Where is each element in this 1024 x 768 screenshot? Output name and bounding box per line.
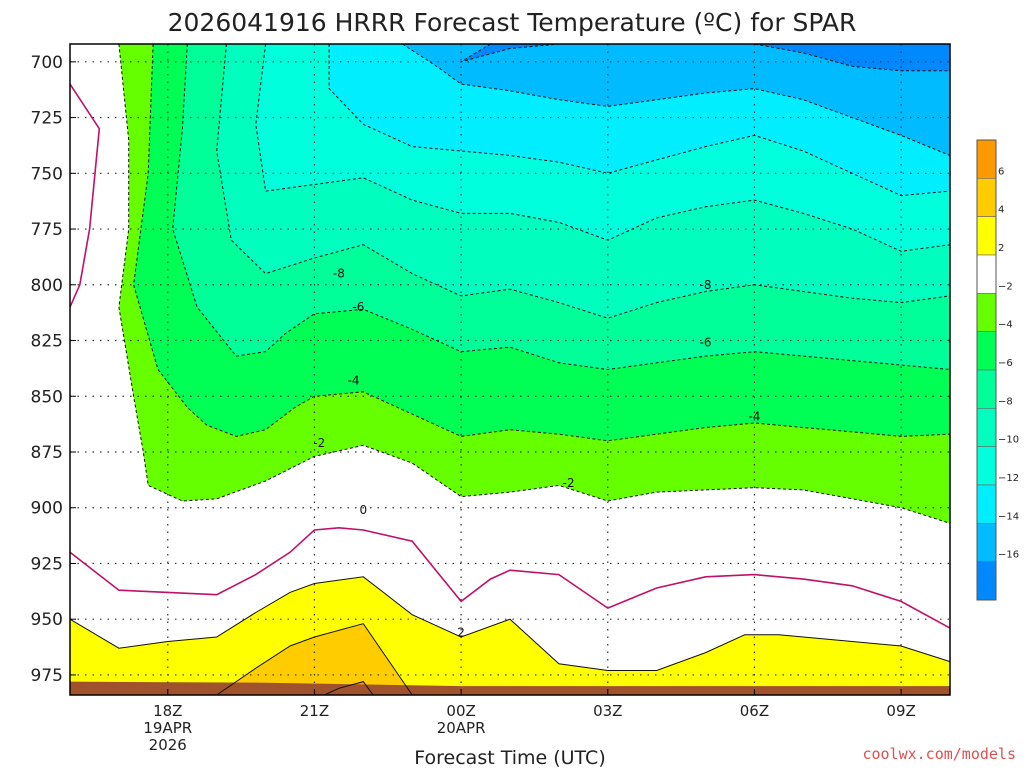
colorbar: 6 4 2 −2 −4 −6 −8 −10 −12 −14 −16 bbox=[976, 139, 1019, 601]
credit-text: coolwx.com/models bbox=[862, 745, 1016, 763]
x-tick-label: 06Z bbox=[740, 702, 769, 720]
colorbar-swatch bbox=[976, 561, 997, 601]
y-tick-label: 700 bbox=[31, 53, 63, 73]
contour-label: 2 bbox=[457, 626, 465, 640]
y-tick-label: 800 bbox=[31, 276, 63, 296]
contour-line bbox=[328, 44, 951, 197]
contour-label: -2 bbox=[313, 436, 325, 450]
colorbar-label: 4 bbox=[998, 205, 1004, 216]
y-tick-label: 900 bbox=[31, 499, 63, 519]
contour-line bbox=[69, 526, 951, 629]
contour-label: -6 bbox=[700, 336, 712, 350]
colorbar-swatch bbox=[976, 446, 997, 486]
contour-line bbox=[69, 83, 101, 308]
colorbar-label: 2 bbox=[998, 243, 1004, 254]
contour-label: -2 bbox=[563, 476, 575, 490]
colorbar-swatch bbox=[976, 331, 997, 371]
colorbar-swatch bbox=[976, 484, 997, 524]
colorbar-label: −16 bbox=[998, 550, 1019, 561]
y-tick-label: 875 bbox=[31, 443, 63, 463]
colorbar-label: −10 bbox=[998, 435, 1019, 446]
colorbar-label: −8 bbox=[998, 396, 1013, 407]
colorbar-swatch bbox=[976, 178, 997, 217]
colorbar-label: −14 bbox=[998, 511, 1019, 522]
band-fill-14 bbox=[402, 44, 950, 156]
plot-frame bbox=[69, 43, 951, 696]
contour-labels-layer: -6 -4 -2 0 2 -2 -4 -6 -8 -8 bbox=[313, 267, 760, 640]
contour-line bbox=[69, 576, 951, 671]
x-tick-label: 19APR bbox=[143, 719, 192, 737]
colorbar-label: 6 bbox=[998, 166, 1004, 177]
contour-line bbox=[216, 43, 951, 319]
contour-label: -8 bbox=[700, 278, 712, 292]
contour-line bbox=[172, 43, 951, 371]
contour-line bbox=[255, 43, 951, 252]
colorbar-swatch bbox=[976, 254, 997, 294]
x-tick-label: 03Z bbox=[593, 702, 622, 720]
y-tick-label: 750 bbox=[31, 164, 63, 184]
terrain-strip bbox=[70, 681, 950, 695]
contour-label: 0 bbox=[360, 503, 368, 517]
x-axis-label: Forecast Time (UTC) bbox=[414, 747, 605, 768]
x-tick-label: 09Z bbox=[886, 702, 915, 720]
colorbar-label: −12 bbox=[998, 473, 1019, 484]
y-tick-label: 825 bbox=[31, 332, 63, 352]
x-tick-label: 00Z bbox=[446, 702, 475, 720]
y-tick-label: 975 bbox=[31, 666, 63, 686]
contour-label: -4 bbox=[748, 409, 760, 423]
colorbar-swatch bbox=[976, 216, 997, 256]
contour-line bbox=[118, 43, 951, 524]
x-tick-label: 18Z bbox=[153, 702, 182, 720]
colorbar-label: −6 bbox=[998, 358, 1013, 369]
band-fill-16 bbox=[461, 44, 950, 71]
contour-line bbox=[323, 681, 374, 696]
contour-line bbox=[216, 623, 413, 696]
y-tick-label: 775 bbox=[31, 220, 63, 240]
colorbar-swatch bbox=[976, 139, 997, 179]
colorbar-frame bbox=[976, 139, 997, 601]
y-axis-ticks: 700 725 750 775 800 825 850 875 900 925 950 975 bbox=[31, 53, 76, 686]
contour-line bbox=[133, 43, 951, 442]
contour-label: -8 bbox=[333, 267, 345, 281]
colorbar-label: −2 bbox=[998, 281, 1013, 292]
contour-label: -6 bbox=[352, 300, 364, 314]
colorbar-swatch bbox=[976, 293, 997, 332]
plot-fill-layer bbox=[70, 44, 951, 695]
y-tick-label: 850 bbox=[31, 387, 63, 407]
x-tick-label: 20APR bbox=[437, 719, 486, 737]
colorbar-swatch bbox=[976, 408, 997, 447]
y-tick-label: 725 bbox=[31, 109, 63, 129]
y-tick-label: 950 bbox=[31, 610, 63, 630]
contour-label: -4 bbox=[348, 374, 360, 388]
x-tick-label: 2026 bbox=[149, 736, 187, 754]
colorbar-swatch bbox=[976, 523, 997, 562]
colorbar-label: −4 bbox=[998, 320, 1013, 331]
y-tick-label: 925 bbox=[31, 554, 63, 574]
colorbar-swatch bbox=[976, 369, 997, 409]
chart-title: 2026041916 HRRR Forecast Temperature (ºC… bbox=[168, 8, 857, 37]
contour-line bbox=[402, 43, 951, 156]
x-tick-label: 21Z bbox=[300, 702, 329, 720]
